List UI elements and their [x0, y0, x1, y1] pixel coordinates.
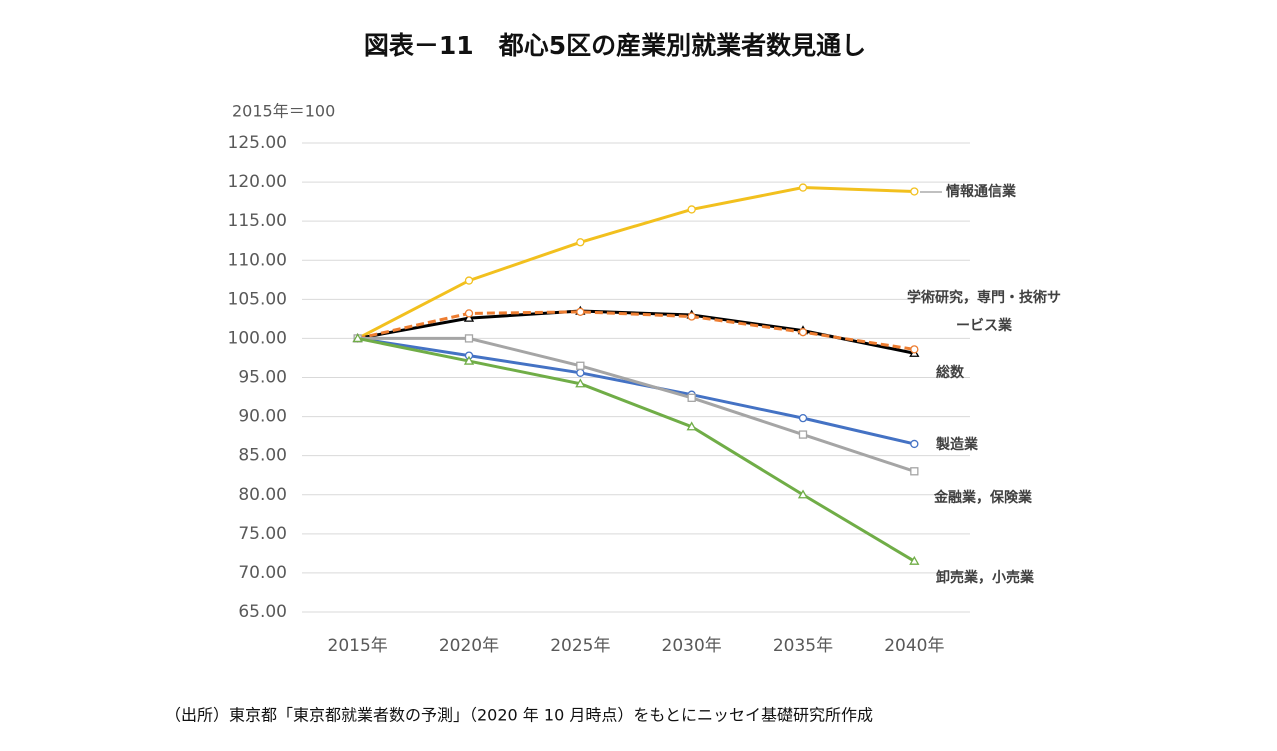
series-label: 学術研究，専門・技術サービス業 — [907, 290, 1061, 334]
marker — [463, 312, 475, 322]
y-tick-label: 65.00 — [238, 602, 287, 622]
y-tick-label: 125.00 — [228, 133, 287, 153]
y-tick-label: 120.00 — [228, 172, 287, 192]
series-label: 総数 — [936, 364, 965, 381]
x-tick-label: 2020年 — [439, 636, 499, 656]
marker — [798, 430, 808, 439]
marker — [910, 467, 919, 476]
marker — [463, 355, 475, 365]
marker — [687, 205, 696, 214]
marker — [576, 307, 585, 316]
series-label: 卸売業，小売業 — [936, 569, 1035, 586]
series-line — [357, 310, 915, 351]
marker — [798, 183, 808, 192]
series-line — [357, 336, 915, 473]
marker — [798, 328, 808, 337]
source-note: （出所）東京都「東京都就業者数の予測」（2020 年 10 月時点）をもとにニッ… — [165, 706, 873, 725]
y-tick-label: 90.00 — [238, 407, 287, 427]
marker — [464, 309, 474, 318]
marker — [687, 393, 696, 402]
chart-title: 図表－11 都心5区の産業別就業者数見通し — [364, 31, 866, 60]
marker — [575, 378, 586, 388]
series-line — [356, 186, 915, 340]
marker — [576, 238, 585, 247]
marker — [464, 276, 474, 285]
y-tick-label: 70.00 — [238, 563, 287, 583]
series-line — [357, 336, 916, 563]
marker — [910, 439, 919, 449]
x-tick-label: 2040年 — [884, 636, 944, 656]
marker — [576, 368, 585, 377]
series-line — [357, 336, 915, 446]
marker — [686, 421, 697, 431]
x-tick-label: 2035年 — [773, 636, 833, 656]
marker — [797, 489, 809, 499]
y-tick-label: 80.00 — [238, 485, 287, 505]
marker — [464, 334, 474, 343]
y-tick-label: 85.00 — [238, 446, 287, 466]
x-tick-label: 2025年 — [550, 636, 610, 656]
series-label: 製造業 — [935, 436, 979, 453]
marker — [576, 361, 585, 370]
x-tick-label: 2030年 — [662, 636, 722, 656]
y-tick-label: 95.00 — [238, 368, 287, 388]
y-tick-label: 110.00 — [228, 250, 287, 270]
marker — [909, 555, 920, 565]
series-label: 情報通信業 — [946, 183, 1017, 200]
marker — [352, 333, 363, 343]
series-label: 金融業，保険業 — [933, 489, 1033, 506]
marker — [798, 413, 808, 423]
y-tick-label: 75.00 — [238, 524, 287, 544]
marker — [910, 345, 919, 354]
y-tick-label: 100.00 — [228, 328, 287, 348]
y-tick-label: 105.00 — [228, 289, 287, 309]
x-tick-label: 2015年 — [328, 636, 388, 656]
series-line — [357, 309, 915, 355]
y-axis-label: 2015年＝100 — [232, 102, 335, 121]
marker — [910, 187, 919, 196]
y-tick-label: 115.00 — [228, 211, 287, 231]
marker — [687, 312, 696, 321]
